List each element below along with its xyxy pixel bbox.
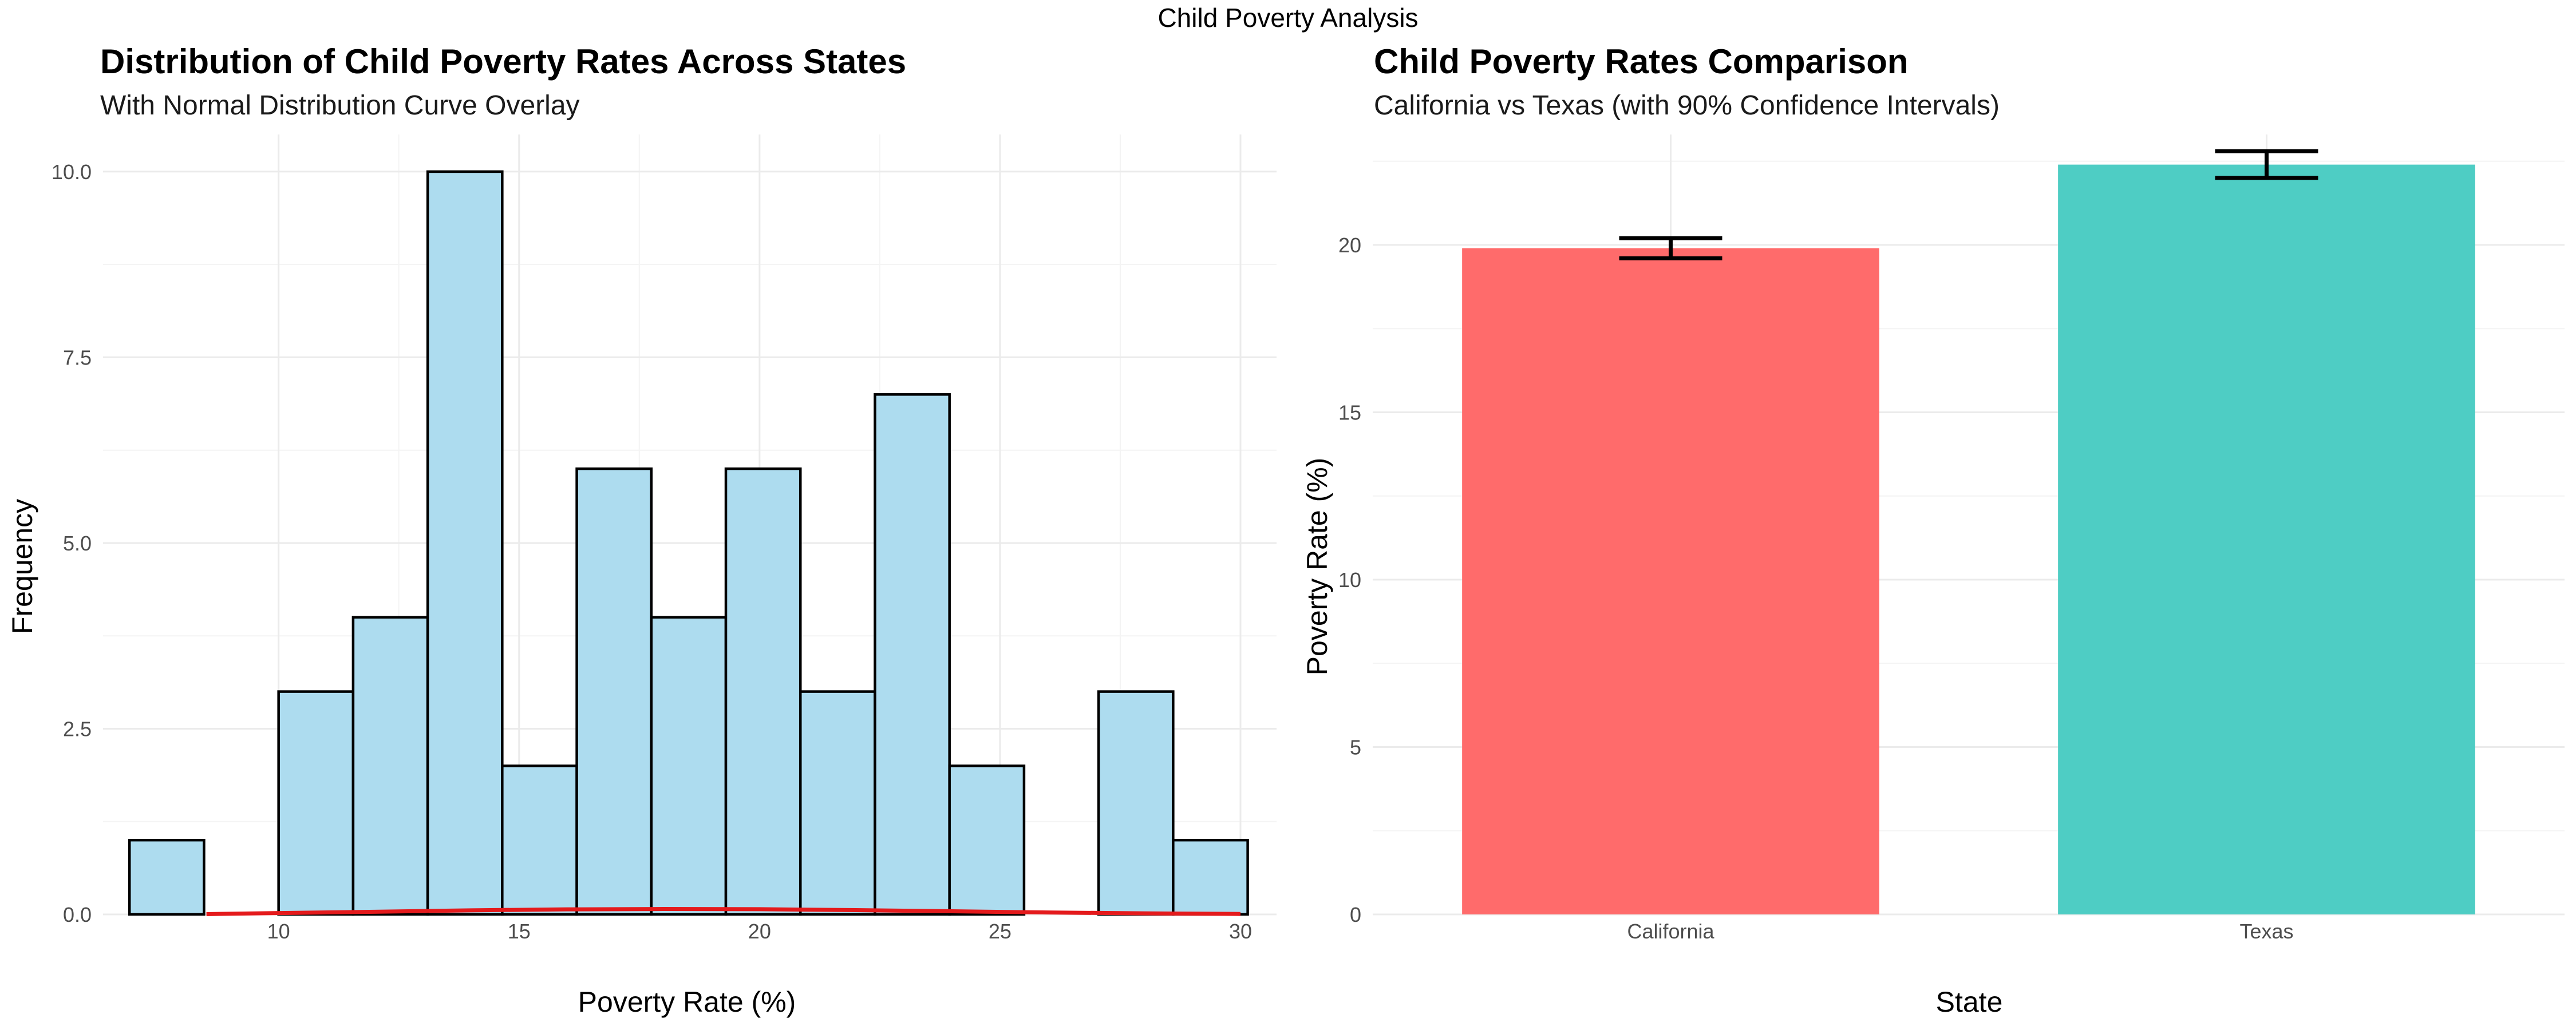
histogram-title: Distribution of Child Poverty Rates Acro…: [100, 42, 906, 81]
histogram-bar: [948, 764, 1026, 916]
histogram-y-axis-label: Frequency: [6, 499, 38, 634]
histogram-x-axis-label: Poverty Rate (%): [578, 986, 796, 1018]
histogram-bar: [1097, 690, 1175, 916]
histogram-x-tick-label: 25: [989, 920, 1012, 943]
histogram-bar: [351, 616, 429, 916]
histogram-panel: Distribution of Child Poverty Rates Acro…: [6, 42, 1277, 1018]
comparison-y-tick-label: 20: [1338, 233, 1361, 257]
comparison-subtitle: California vs Texas (with 90% Confidence…: [1374, 90, 2000, 121]
comparison-y-tick-label: 5: [1350, 736, 1361, 759]
comparison-x-tick-label: California: [1627, 920, 1714, 943]
histogram-y-tick-label: 0.0: [63, 903, 92, 926]
histogram-bar: [501, 764, 578, 916]
histogram-y-tick-label: 2.5: [63, 717, 92, 740]
histogram-x-tick-label: 20: [748, 920, 771, 943]
comparison-x-axis-label: State: [1936, 986, 2003, 1018]
histogram-bar: [575, 467, 653, 916]
confidence-interval-error-bars: [1619, 149, 2318, 260]
bar-california: [1462, 248, 1879, 914]
histogram-x-ticks: 10 15 20 25 30: [267, 920, 1252, 943]
comparison-x-ticks: California Texas: [1627, 920, 2293, 943]
histogram-bars: [128, 170, 1249, 916]
comparison-y-ticks: 0 5 10 15 20: [1338, 233, 1361, 926]
histogram-bar: [724, 467, 802, 916]
figure-title: Child Poverty Analysis: [1157, 3, 1418, 33]
histogram-bar: [799, 690, 876, 916]
comparison-title: Child Poverty Rates Comparison: [1374, 42, 1909, 81]
histogram-bar: [650, 616, 728, 916]
comparison-panel: Child Poverty Rates Comparison Californi…: [1301, 42, 2565, 1018]
normal-curve: [206, 907, 1241, 916]
histogram-bar: [426, 170, 504, 916]
histogram-bar: [874, 393, 951, 916]
histogram-bar: [1172, 838, 1249, 916]
comparison-x-tick-label: Texas: [2239, 920, 2293, 943]
histogram-bar: [277, 690, 355, 916]
histogram-y-ticks: 0.0 2.5 5.0 7.5 10.0: [52, 160, 92, 926]
histogram-x-tick-label: 10: [267, 920, 290, 943]
histogram-x-tick-label: 30: [1229, 920, 1252, 943]
histogram-y-tick-label: 7.5: [63, 346, 92, 369]
histogram-bar: [128, 838, 206, 916]
comparison-y-axis-label: Poverty Rate (%): [1301, 458, 1333, 676]
normal-curve-line: [206, 907, 1241, 916]
bar-texas: [2058, 164, 2475, 914]
histogram-subtitle: With Normal Distribution Curve Overlay: [100, 90, 580, 121]
histogram-y-tick-label: 10.0: [52, 160, 92, 184]
comparison-y-tick-label: 0: [1350, 903, 1361, 926]
comparison-y-tick-label: 10: [1338, 568, 1361, 592]
histogram-y-tick-label: 5.0: [63, 532, 92, 555]
histogram-x-tick-label: 15: [508, 920, 531, 943]
comparison-y-tick-label: 15: [1338, 401, 1361, 425]
comparison-bars: [1462, 164, 2475, 914]
